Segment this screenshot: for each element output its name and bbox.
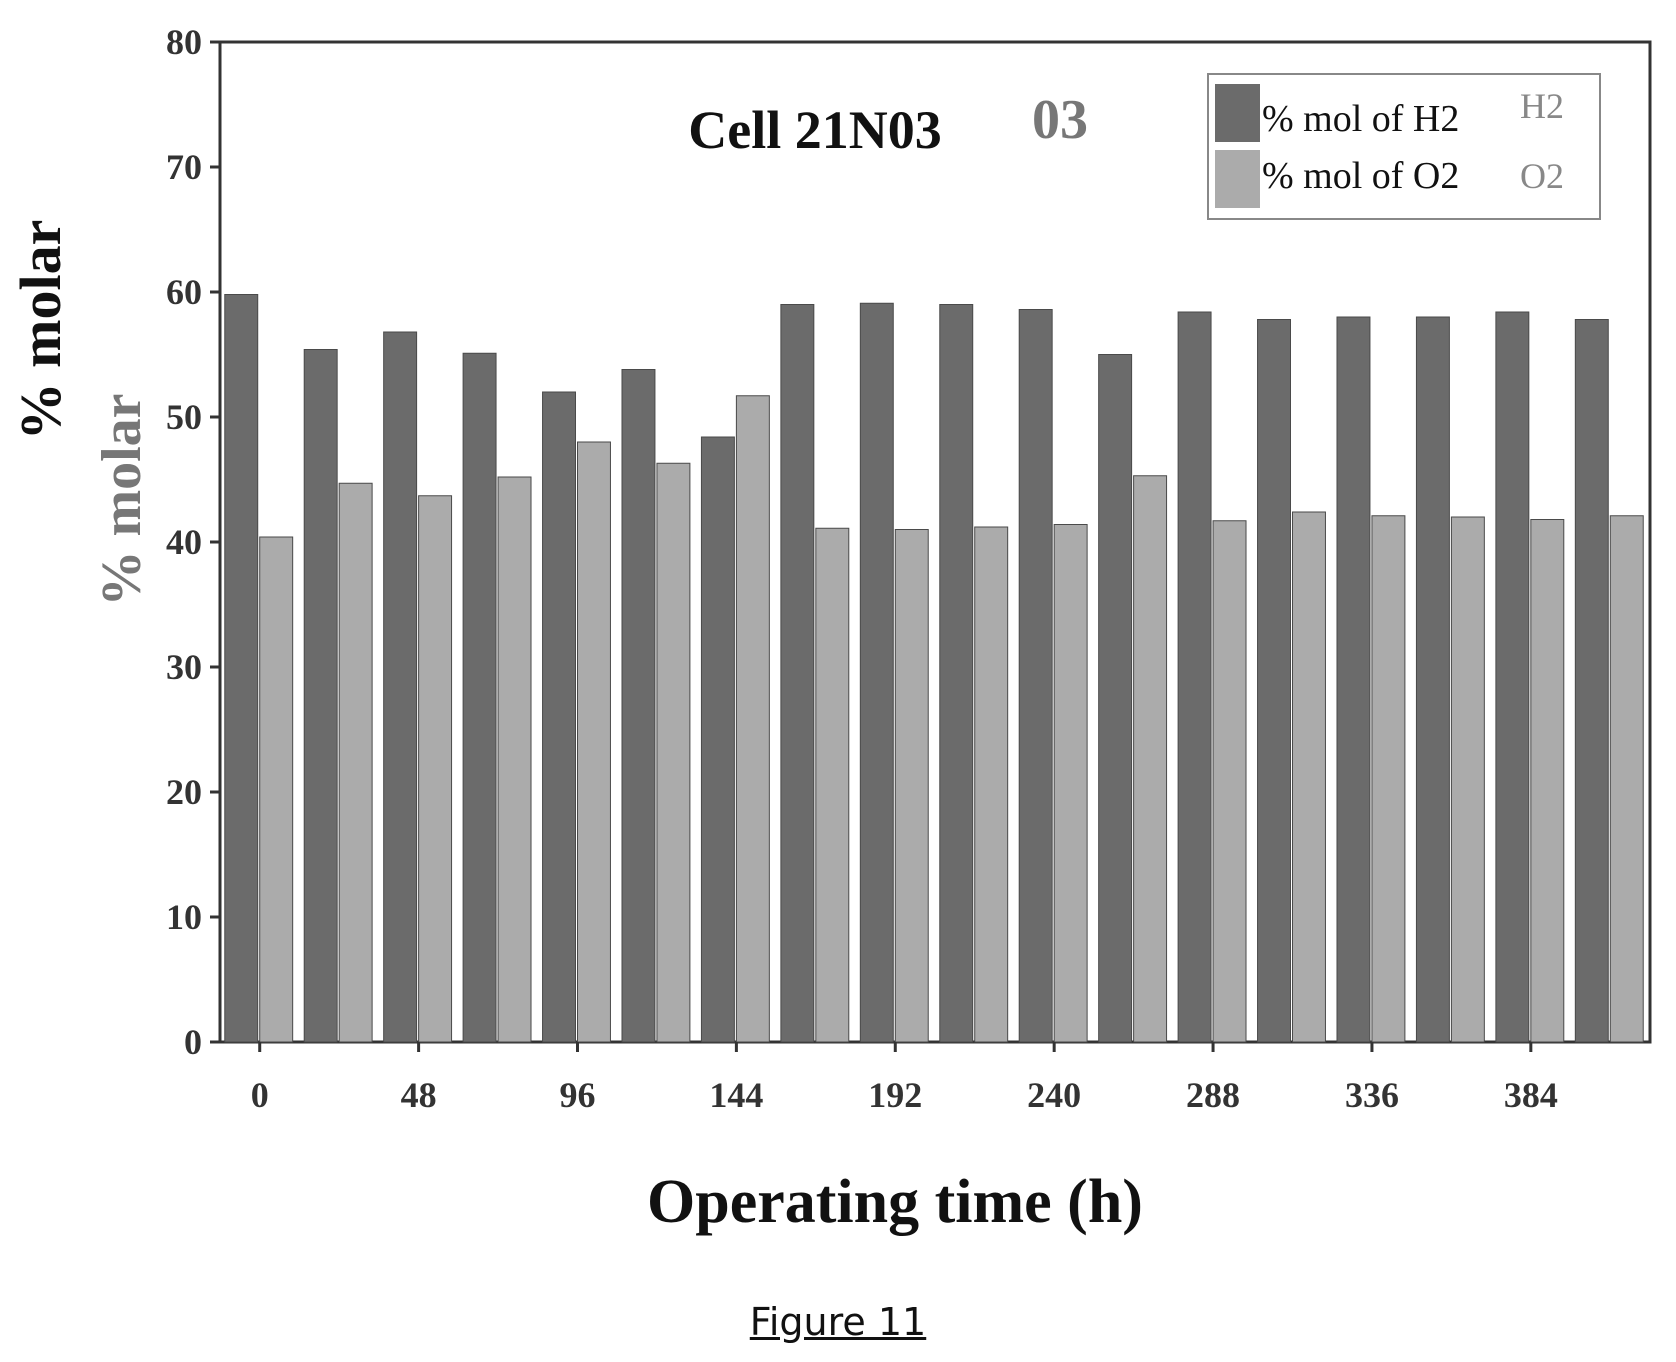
bar-h2-96 <box>542 391 576 1043</box>
bar-h2-192 <box>859 302 894 1043</box>
bar-o2-264 <box>1133 475 1168 1043</box>
bar-h2-384 <box>1495 311 1530 1043</box>
x-tick-label-192: 192 <box>868 1075 922 1115</box>
bar-o2-96 <box>577 441 611 1043</box>
bar-h2-360 <box>1415 316 1450 1043</box>
legend-label-o2: % mol of O2 <box>1262 155 1459 197</box>
bar-o2-24 <box>338 482 373 1043</box>
bar-o2-312 <box>1292 511 1326 1043</box>
x-tick-label-96: 96 <box>560 1075 596 1115</box>
bar-h2-0 <box>224 294 259 1043</box>
bar-h2-288 <box>1177 311 1212 1043</box>
x-tick-label-144: 144 <box>709 1075 763 1115</box>
bar-o2-240 <box>1053 524 1088 1043</box>
bar-o2-192 <box>894 529 929 1043</box>
x-tick-label-288: 288 <box>1186 1075 1240 1115</box>
bars-group <box>224 294 1644 1043</box>
y-tick-label-40: 40 <box>166 522 202 562</box>
bar-o2-120 <box>656 462 691 1043</box>
bar-o2-168 <box>815 527 850 1043</box>
legend-ghost-o2: O2 <box>1520 156 1564 196</box>
bar-o2-48 <box>418 495 453 1043</box>
bar-h2-216 <box>939 304 974 1043</box>
y-axis: 0 10 20 30 40 50 60 70 80 <box>166 22 220 1062</box>
bar-h2-408 <box>1574 319 1609 1043</box>
legend-ghost-h2: H2 <box>1520 86 1564 126</box>
y-tick-label-10: 10 <box>166 897 202 937</box>
bar-h2-120 <box>621 369 656 1043</box>
bar-o2-216 <box>974 526 1009 1043</box>
x-tick-label-48: 48 <box>401 1075 437 1115</box>
bar-o2-384 <box>1530 519 1565 1043</box>
bar-h2-72 <box>462 352 497 1043</box>
y-tick-label-30: 30 <box>166 647 202 687</box>
legend-box <box>1207 73 1601 220</box>
x-axis-title: Operating time (h) <box>647 1168 1143 1236</box>
bar-h2-312 <box>1257 319 1291 1043</box>
y-axis-title-ghost: % molar <box>91 393 153 606</box>
legend-label-h2: % mol of H2 <box>1262 98 1459 140</box>
bar-h2-336 <box>1336 316 1371 1043</box>
bar-h2-168 <box>780 304 815 1043</box>
bar-o2-0 <box>259 536 294 1043</box>
y-tick-label-50: 50 <box>166 397 202 437</box>
bar-o2-408 <box>1609 515 1644 1043</box>
x-axis: 0 48 96 144 192 240 288 336 384 <box>251 1042 1558 1115</box>
chart-title: Cell 21N03 <box>688 100 941 160</box>
bar-h2-264 <box>1098 354 1133 1043</box>
bar-o2-144 <box>735 395 770 1043</box>
x-tick-label-336: 336 <box>1345 1075 1399 1115</box>
y-axis-title: % molar <box>8 220 73 441</box>
x-tick-label-240: 240 <box>1027 1075 1081 1115</box>
legend-swatch-h2 <box>1215 84 1260 142</box>
y-tick-label-0: 0 <box>184 1022 202 1062</box>
y-tick-label-70: 70 <box>166 147 202 187</box>
bar-h2-240 <box>1018 309 1053 1043</box>
y-tick-label-20: 20 <box>166 772 202 812</box>
y-tick-label-60: 60 <box>166 272 202 312</box>
bar-h2-48 <box>383 331 418 1043</box>
bar-o2-360 <box>1450 516 1485 1043</box>
bar-h2-24 <box>303 349 338 1043</box>
bar-o2-336 <box>1371 515 1406 1043</box>
legend-swatch-o2 <box>1215 150 1260 208</box>
chart-title-ghost: 03 <box>1032 89 1088 151</box>
x-tick-label-384: 384 <box>1504 1075 1558 1115</box>
x-tick-label-0: 0 <box>251 1075 269 1115</box>
bar-h2-144 <box>700 436 735 1043</box>
legend: % mol of H2 H2 % mol of O2 O2 <box>1207 73 1601 220</box>
bar-o2-288 <box>1212 520 1247 1043</box>
figure-caption: Figure 11 <box>749 1300 927 1344</box>
bar-o2-72 <box>497 476 532 1043</box>
y-tick-label-80: 80 <box>166 22 202 62</box>
